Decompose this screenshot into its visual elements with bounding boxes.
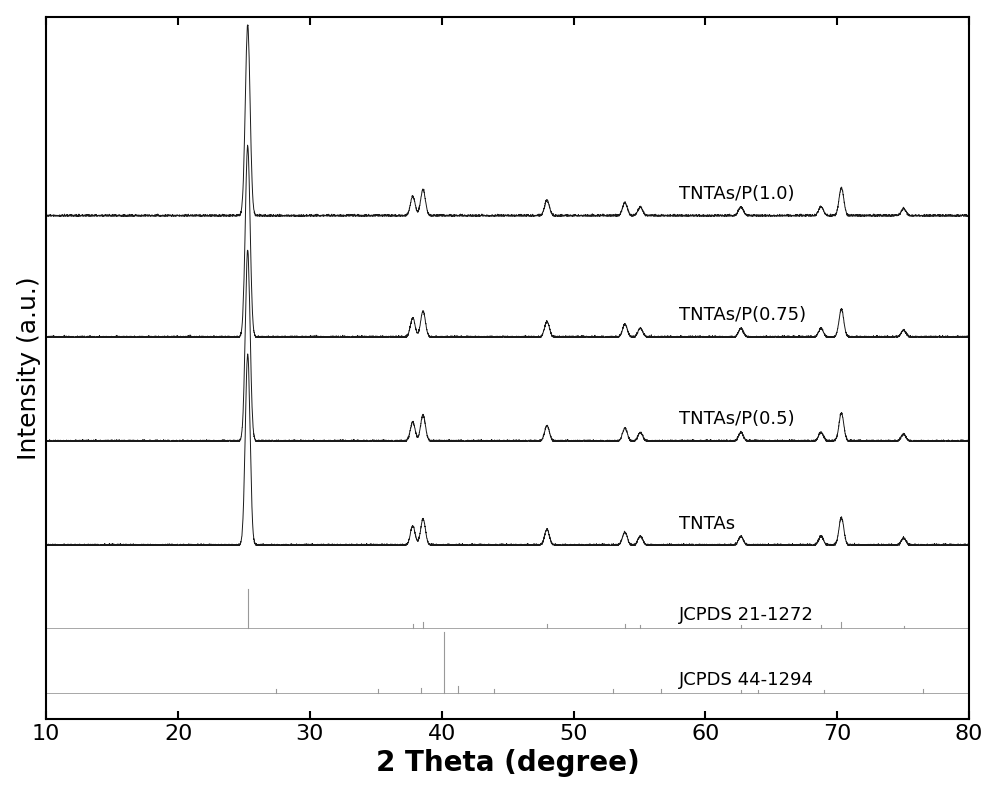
Text: TNTAs/P(0.75): TNTAs/P(0.75) bbox=[679, 306, 806, 325]
X-axis label: 2 Theta (degree): 2 Theta (degree) bbox=[376, 750, 640, 777]
Text: JCPDS 44-1294: JCPDS 44-1294 bbox=[679, 671, 814, 688]
Text: JCPDS 21-1272: JCPDS 21-1272 bbox=[679, 606, 814, 623]
Text: TNTAs: TNTAs bbox=[679, 515, 735, 533]
Text: TNTAs/P(1.0): TNTAs/P(1.0) bbox=[679, 185, 795, 203]
Y-axis label: Intensity (a.u.): Intensity (a.u.) bbox=[17, 276, 41, 460]
Text: TNTAs/P(0.5): TNTAs/P(0.5) bbox=[679, 410, 795, 429]
